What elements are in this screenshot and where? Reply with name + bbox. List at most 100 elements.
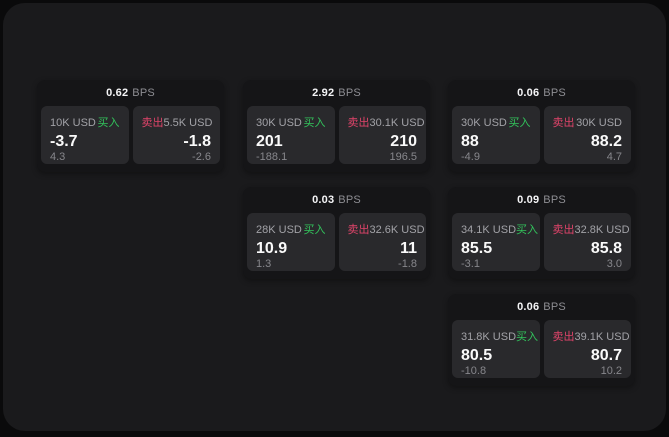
bps-header: 0.62 BPS xyxy=(37,80,224,106)
bps-unit-label: BPS xyxy=(543,194,566,206)
sell-tag: 卖出 xyxy=(552,224,575,236)
sell-tile-header: 卖出 32.8K USD xyxy=(552,221,630,237)
buy-notional: 30K USD xyxy=(461,117,507,129)
sell-tile-header: 卖出 39.1K USD xyxy=(552,328,630,344)
bps-header: 0.09 BPS xyxy=(448,187,635,213)
bps-value: 0.06 xyxy=(517,87,540,99)
sell-tile[interactable]: 卖出 5.5K USD -1.8 -2.6 xyxy=(132,106,220,164)
sell-tag: 卖出 xyxy=(552,331,575,343)
quote-card: 0.09 BPS 34.1K USD 买入 85.5 -3.1 卖出 32.8K… xyxy=(448,187,635,279)
sell-tile[interactable]: 卖出 30K USD 88.2 4.7 xyxy=(543,106,631,164)
buy-tag: 买入 xyxy=(508,117,531,129)
bps-header: 0.06 BPS xyxy=(448,80,635,106)
quote-card: 0.06 BPS 31.8K USD 买入 80.5 -10.8 卖出 39.1… xyxy=(448,294,635,386)
sell-price: 11 xyxy=(400,240,417,257)
quote-body: 28K USD 买入 10.9 1.3 卖出 32.6K USD 11 -1.8 xyxy=(243,213,430,275)
buy-tile[interactable]: 28K USD 买入 10.9 1.3 xyxy=(247,213,335,271)
sell-notional: 39.1K USD xyxy=(574,331,630,343)
buy-price: 201 xyxy=(256,133,283,150)
sell-price: -1.8 xyxy=(183,133,211,150)
bps-unit-label: BPS xyxy=(338,87,361,99)
quote-card: 0.06 BPS 30K USD 买入 88 -4.9 卖出 30K USD 8… xyxy=(448,80,635,172)
buy-tile-header: 30K USD 买入 xyxy=(256,114,326,130)
sell-price: 210 xyxy=(390,133,417,150)
buy-tag: 买入 xyxy=(97,117,120,129)
buy-sub-value: -10.8 xyxy=(461,364,487,377)
buy-tile-header: 31.8K USD 买入 xyxy=(461,328,538,344)
buy-price: 80.5 xyxy=(461,347,493,364)
buy-tile-header: 28K USD 买入 xyxy=(256,221,326,237)
bps-unit-label: BPS xyxy=(543,301,566,313)
sell-sub-value: -1.8 xyxy=(398,257,417,270)
bps-value: 0.03 xyxy=(312,194,335,206)
sell-price: 80.7 xyxy=(590,347,622,364)
quote-card: 2.92 BPS 30K USD 买入 201 -188.1 卖出 30.1K … xyxy=(243,80,430,172)
quote-body: 10K USD 买入 -3.7 4.3 卖出 5.5K USD -1.8 -2.… xyxy=(37,106,224,168)
sell-tile[interactable]: 卖出 30.1K USD 210 196.5 xyxy=(338,106,426,164)
sell-price: 88.2 xyxy=(590,133,622,150)
bps-value: 0.09 xyxy=(517,194,540,206)
sell-tile[interactable]: 卖出 32.6K USD 11 -1.8 xyxy=(338,213,426,271)
buy-notional: 31.8K USD xyxy=(461,331,517,343)
buy-price: 10.9 xyxy=(256,240,288,257)
buy-tag: 买入 xyxy=(516,224,539,236)
buy-notional: 30K USD xyxy=(256,117,302,129)
buy-sub-value: 4.3 xyxy=(50,150,66,163)
buy-sub-value: -3.1 xyxy=(461,257,480,270)
buy-sub-value: -4.9 xyxy=(461,150,480,163)
buy-tile-header: 10K USD 买入 xyxy=(50,114,120,130)
bps-value: 2.92 xyxy=(312,87,335,99)
buy-notional: 34.1K USD xyxy=(461,224,517,236)
bps-value: 0.62 xyxy=(106,87,129,99)
bps-value: 0.06 xyxy=(517,301,540,313)
buy-notional: 28K USD xyxy=(256,224,302,236)
quote-card: 0.62 BPS 10K USD 买入 -3.7 4.3 卖出 5.5K USD… xyxy=(37,80,224,172)
quote-card: 0.03 BPS 28K USD 买入 10.9 1.3 卖出 32.6K US… xyxy=(243,187,430,279)
sell-tag: 卖出 xyxy=(347,117,370,129)
quote-body: 30K USD 买入 88 -4.9 卖出 30K USD 88.2 4.7 xyxy=(448,106,635,168)
sell-notional: 30.1K USD xyxy=(369,117,425,129)
sell-notional: 5.5K USD xyxy=(163,117,213,129)
sell-notional: 32.8K USD xyxy=(574,224,630,236)
bps-header: 0.06 BPS xyxy=(448,294,635,320)
sell-tile-header: 卖出 30.1K USD xyxy=(347,114,425,130)
buy-price: 88 xyxy=(461,133,479,150)
sell-notional: 30K USD xyxy=(576,117,622,129)
buy-notional: 10K USD xyxy=(50,117,96,129)
buy-price: 85.5 xyxy=(461,240,493,257)
sell-tag: 卖出 xyxy=(552,117,575,129)
buy-price: -3.7 xyxy=(50,133,78,150)
bps-header: 0.03 BPS xyxy=(243,187,430,213)
buy-tile[interactable]: 34.1K USD 买入 85.5 -3.1 xyxy=(452,213,540,271)
buy-tile[interactable]: 30K USD 买入 201 -188.1 xyxy=(247,106,335,164)
buy-tile-header: 34.1K USD 买入 xyxy=(461,221,538,237)
buy-tile-header: 30K USD 买入 xyxy=(461,114,531,130)
sell-tile-header: 卖出 30K USD xyxy=(553,114,623,130)
bps-unit-label: BPS xyxy=(338,194,361,206)
buy-tag: 买入 xyxy=(303,117,326,129)
bps-unit-label: BPS xyxy=(543,87,566,99)
buy-tag: 买入 xyxy=(516,331,539,343)
buy-tile[interactable]: 10K USD 买入 -3.7 4.3 xyxy=(41,106,129,164)
buy-tile[interactable]: 30K USD 买入 88 -4.9 xyxy=(452,106,540,164)
sell-tile[interactable]: 卖出 32.8K USD 85.8 3.0 xyxy=(543,213,631,271)
sell-tile-header: 卖出 32.6K USD xyxy=(347,221,425,237)
sell-sub-value: 4.7 xyxy=(606,150,622,163)
bps-unit-label: BPS xyxy=(132,87,155,99)
quotes-board: 0.62 BPS 10K USD 买入 -3.7 4.3 卖出 5.5K USD… xyxy=(3,3,666,431)
sell-sub-value: 196.5 xyxy=(389,150,417,163)
sell-tile-header: 卖出 5.5K USD xyxy=(141,114,213,130)
quote-body: 30K USD 买入 201 -188.1 卖出 30.1K USD 210 1… xyxy=(243,106,430,168)
sell-sub-value: -2.6 xyxy=(192,150,211,163)
buy-sub-value: 1.3 xyxy=(256,257,272,270)
buy-tile[interactable]: 31.8K USD 买入 80.5 -10.8 xyxy=(452,320,540,378)
sell-notional: 32.6K USD xyxy=(369,224,425,236)
sell-tile[interactable]: 卖出 39.1K USD 80.7 10.2 xyxy=(543,320,631,378)
sell-sub-value: 3.0 xyxy=(606,257,622,270)
sell-tag: 卖出 xyxy=(347,224,370,236)
quote-body: 31.8K USD 买入 80.5 -10.8 卖出 39.1K USD 80.… xyxy=(448,320,635,382)
quote-body: 34.1K USD 买入 85.5 -3.1 卖出 32.8K USD 85.8… xyxy=(448,213,635,275)
buy-tag: 买入 xyxy=(303,224,326,236)
bps-header: 2.92 BPS xyxy=(243,80,430,106)
sell-tag: 卖出 xyxy=(141,117,164,129)
